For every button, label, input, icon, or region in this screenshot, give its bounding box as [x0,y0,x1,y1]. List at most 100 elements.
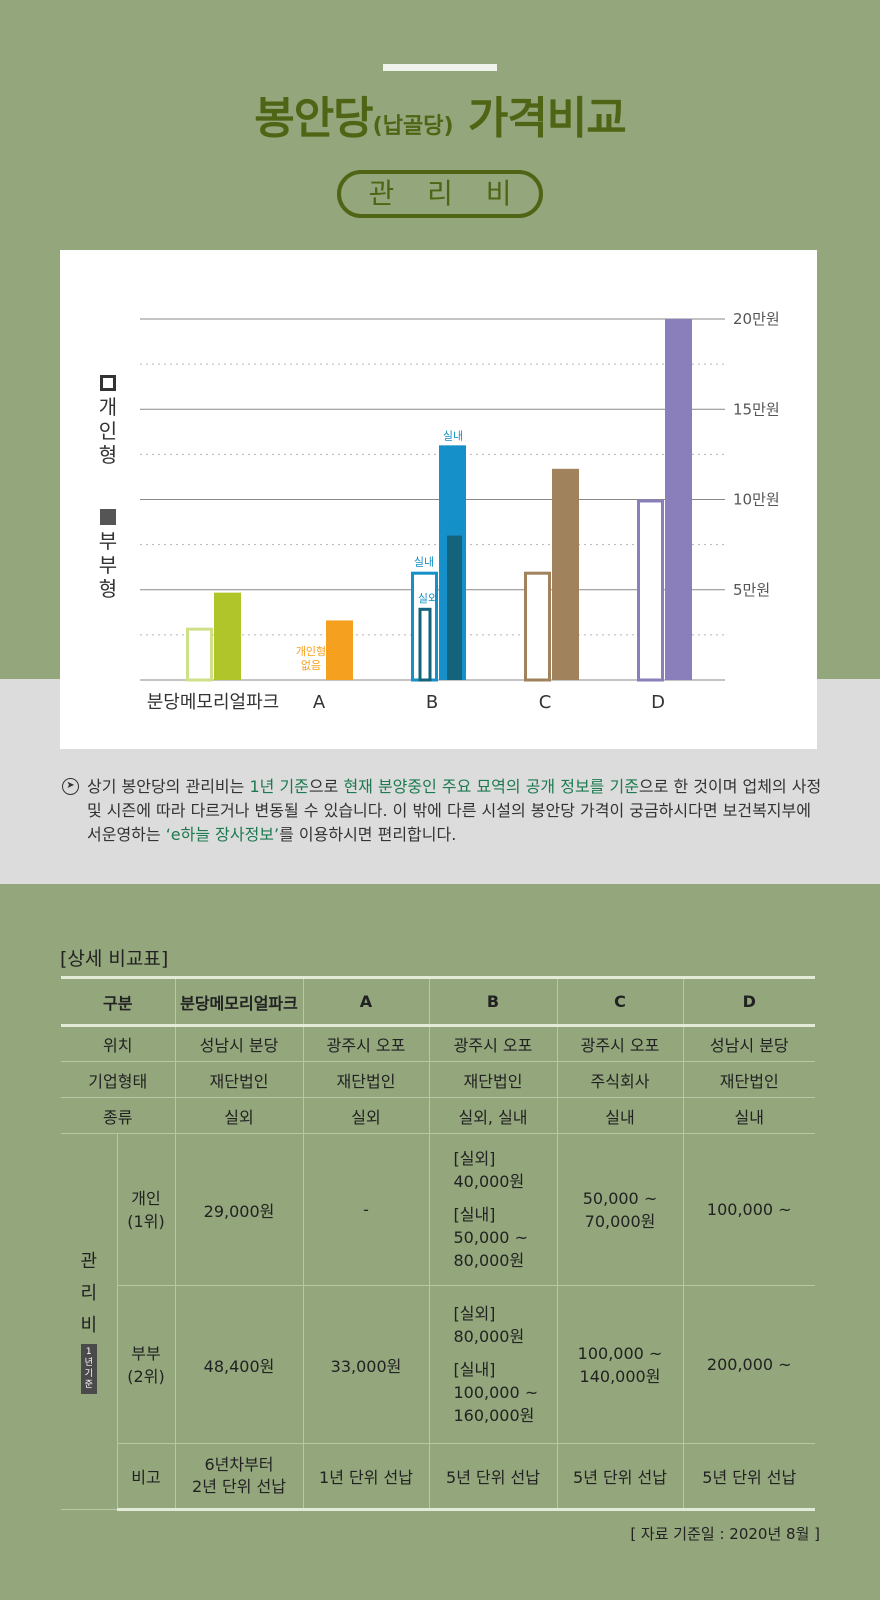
legend-char: 형 [98,577,118,601]
bar-d-couple [665,319,692,680]
cell-line: 160,000원 [453,1406,535,1425]
bar-c-couple [552,468,579,680]
y-tick-label: 10만원 [733,491,780,509]
note-part: 상기 봉안당의 관리비는 [87,777,250,796]
table-cell: 성남시 분당 [682,1025,815,1062]
fee-label-char: 리 [80,1282,98,1304]
bar-a-note: 없음 [301,659,321,672]
cell-block: [실외] 40,000원 [454,1147,557,1193]
bar-b-outdoor-label: 실외 [418,592,438,605]
fee-label-char: 관 [80,1250,98,1272]
cell-line: [실내] [453,1360,496,1379]
legend-char: 인 [98,419,118,443]
table-cell: - [302,1133,430,1286]
badge-char: 년 [84,1357,93,1368]
table-cell: 재단법인 [174,1061,304,1098]
table-row-location: 위치 성남시 분당 광주시 오포 광주시 오포 광주시 오포 성남시 분당 [61,1025,815,1062]
table-header-cell: B [428,976,558,1027]
top-decoration-bar [383,64,497,71]
row-label-line: 개인 [131,1188,161,1208]
annual-basis-badge: 1 년 기 준 [80,1343,97,1394]
y-tick-label: 15만원 [733,400,780,418]
table-cell: 광주시 오포 [302,1025,430,1062]
legend-char: 부 [98,553,118,577]
cell-line: 2년 단위 선납 [192,1477,286,1496]
table-row-remark: 비고 6년차부터 2년 단위 선납 1년 단위 선납 5년 단위 선납 5년 단위… [61,1443,815,1511]
table-cell: 주식회사 [556,1061,684,1098]
table-cell: 100,000 ~ 140,000원 [556,1285,684,1444]
cell-line: 140,000원 [579,1366,661,1386]
table-cell: 5년 단위 선납 [556,1443,684,1511]
row-label: 비고 [117,1443,176,1511]
note-part: 를 이용하시면 편리합니다. [279,825,457,844]
bar-c-individual [524,571,551,682]
x-category-label: D [651,692,665,713]
bar-memorial-couple [214,592,241,680]
table-cell: 광주시 오포 [428,1025,558,1062]
table-cell: 실외 [302,1097,430,1134]
table-cell: 100,000 ~ [682,1133,815,1286]
table-cell: 5년 단위 선납 [682,1443,815,1511]
row-label: 위치 [61,1025,176,1062]
table-row-company: 기업형태 재단법인 재단법인 재단법인 주식회사 재단법인 [61,1061,815,1098]
badge-char: 기 [84,1368,93,1379]
table-cell: 재단법인 [682,1061,815,1098]
cell-line: 70,000원 [584,1211,656,1231]
note-link-highlight: ‘e하늘 장사정보’ [165,825,280,844]
legend-char: 형 [98,443,118,467]
chart-card: 20만원 15만원 10만원 5만원 개인형 없음 실내 실외 실내 실외 분당메모리얼파크 A B C D… [60,250,817,749]
fee-group-label: 관 리 비 1 년 기 준 [61,1133,118,1510]
cell-line: 50,000 ~ [582,1188,658,1208]
note-part: 으로 한 것이며 업체의 사정 및 시즌에 따라 다르거나 변동될 수 있습니다… [87,777,822,844]
row-label-line: 부부 [131,1343,161,1363]
table-cell: [실외] 40,000원 [실내] 50,000 ~ 80,000원 [428,1133,558,1286]
source-note: [ 자료 기준일 : 2020년 8월 ] [630,1525,820,1543]
table-cell: 48,400원 [174,1285,304,1444]
cell-line: 40,000원 [453,1172,525,1191]
table-cell: 1년 단위 선납 [302,1443,430,1511]
section-label: 관 리 비 [337,170,543,218]
bar-b-couple-outdoor-label: 실외 [445,520,465,533]
bar-b-individual-outdoor [418,607,432,682]
table-header-cell: A [302,976,430,1027]
table-title: [상세 비교표] [60,948,169,970]
note-paragraph: ➤ 상기 봉안당의 관리비는 1년 기준으로 현재 분양중인 주요 묘역의 공개… [62,775,822,847]
table-cell: 200,000 ~ [682,1285,815,1444]
note-highlight: 현재 분양중인 주요 묘역의 공개 정보를 기준 [343,777,639,796]
x-category-label: 분당메모리얼파크 [147,692,279,713]
bar-b-couple-outdoor [447,535,462,680]
badge-char: 1 [85,1346,92,1357]
table-row-individual: 관 리 비 1 년 기 준 개인 (1위) 29,000원 - [실외] 40,00… [61,1133,815,1510]
x-category-label: B [426,692,438,713]
table-header-cell: C [556,976,684,1027]
table-cell: 실외, 실내 [428,1097,558,1134]
cell-line: [실내] [453,1205,496,1224]
bar-b-indoor-label: 실내 [414,556,434,569]
cell-line: [실외] [453,1149,496,1168]
y-tick-label: 5만원 [733,581,770,599]
cell-line: 80,000원 [453,1327,525,1346]
title-main: 봉안당 [254,93,373,144]
cell-line: 6년차부터 [204,1455,274,1474]
bar-d-individual [637,499,664,682]
x-category-label: C [539,692,552,713]
badge-char: 준 [84,1379,93,1390]
table-cell: 50,000 ~ 70,000원 [556,1133,684,1286]
row-label: 개인 (1위) [116,1133,176,1286]
bar-memorial-individual [186,627,213,682]
legend-char: 부 [98,529,118,553]
circle-arrow-icon: ➤ [62,778,79,795]
table-cell: [실외] 80,000원 [실내] 100,000 ~ 160,000원 [428,1285,558,1444]
row-label: 기업형태 [61,1061,176,1098]
table-row-kind: 종류 실외 실외 실외, 실내 실내 실내 [61,1097,815,1134]
table-cell: 5년 단위 선납 [428,1443,558,1511]
cell-line: 100,000 ~ [577,1343,663,1363]
title-end: 가격비교 [467,93,627,144]
table-cell: 실외 [174,1097,304,1134]
title-sub: (납골당) [372,114,454,139]
cell-line: 50,000 ~ [453,1228,528,1247]
table-cell: 재단법인 [428,1061,558,1098]
table-cell: 29,000원 [174,1133,304,1286]
